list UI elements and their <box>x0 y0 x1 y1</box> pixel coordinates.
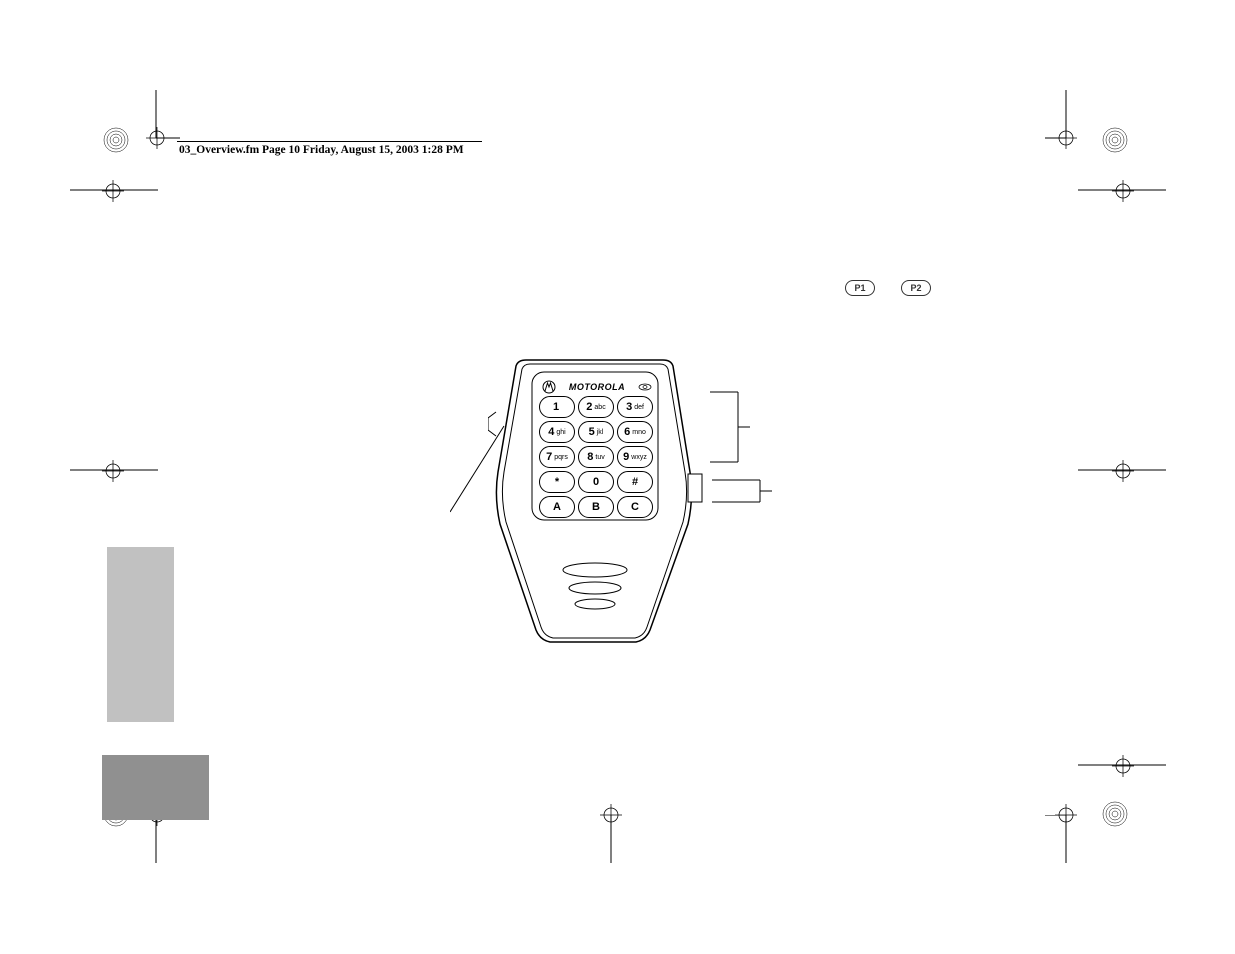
crop-line-br2 <box>1078 751 1166 771</box>
p1-button: P1 <box>845 280 875 296</box>
crop-line-mr <box>1078 456 1166 476</box>
reg-mark-tl-circle <box>102 126 130 154</box>
crop-line-bc <box>606 815 616 865</box>
crop-corner-br <box>1045 815 1095 865</box>
crop-line-2r <box>1078 176 1166 196</box>
gray-tab-dark <box>102 755 209 820</box>
crop-corner-tl <box>130 90 180 140</box>
gray-tab-light <box>107 547 174 722</box>
crop-line-ml <box>70 456 158 476</box>
header-text: 03_Overview.fm Page 10 Friday, August 15… <box>179 144 464 156</box>
crop-corner-tr <box>1045 90 1095 140</box>
reg-mark-br-circle <box>1101 800 1129 828</box>
crop-line-2l <box>70 176 158 196</box>
p-buttons-row: P1 P2 <box>845 280 931 296</box>
reg-mark-tr-circle <box>1101 126 1129 154</box>
p2-button: P2 <box>901 280 931 296</box>
crop-corner-bl <box>130 815 180 865</box>
leader-lines <box>450 352 790 552</box>
header-rule <box>177 141 482 142</box>
